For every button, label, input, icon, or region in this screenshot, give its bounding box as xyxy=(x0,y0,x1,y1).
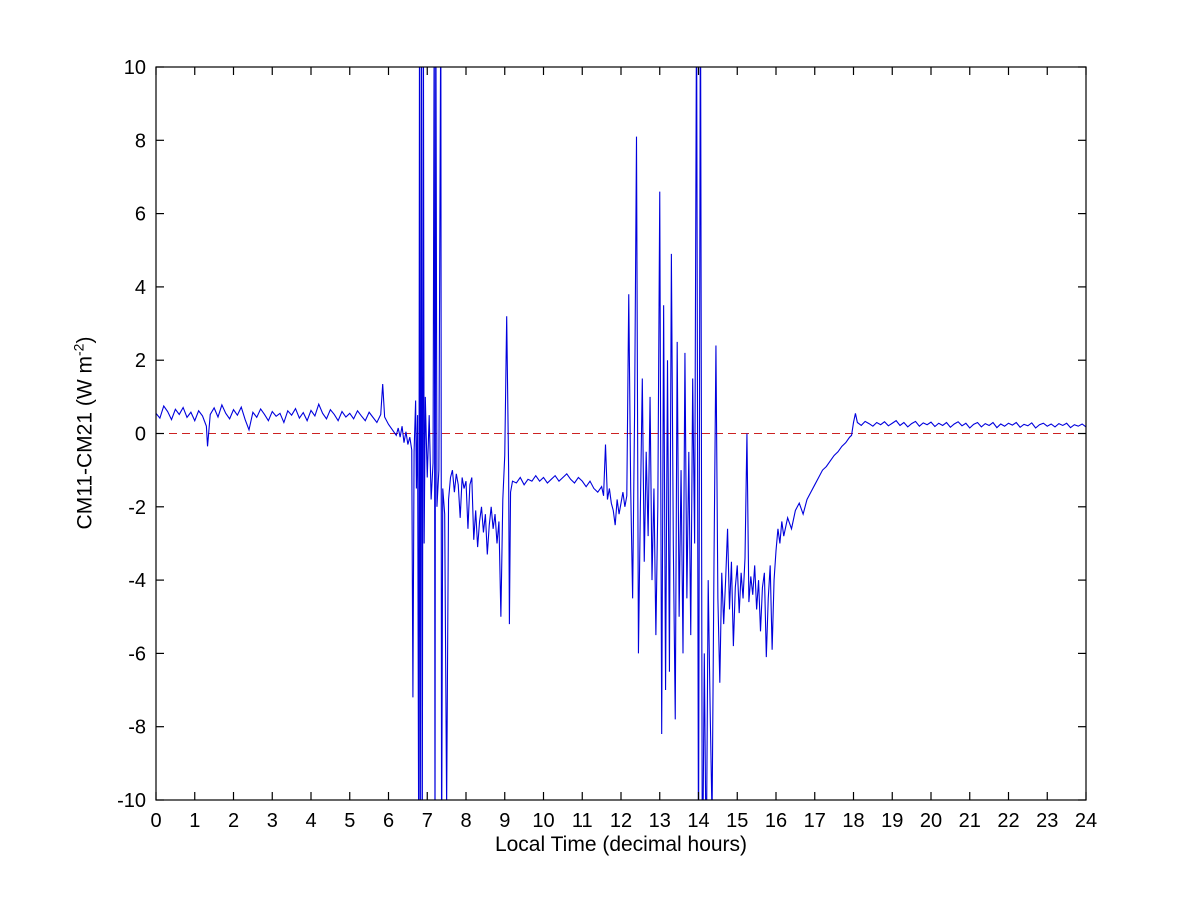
y-axis-label-superscript: -2 xyxy=(70,343,87,356)
x-tick-label: 8 xyxy=(460,810,471,832)
x-tick-label: 0 xyxy=(150,810,161,832)
x-tick-label: 21 xyxy=(959,810,981,832)
y-tick-label: 4 xyxy=(135,277,146,299)
x-tick-label: 23 xyxy=(1036,810,1058,832)
x-tick-label: 13 xyxy=(649,810,671,832)
plot-area xyxy=(156,67,1086,800)
y-tick-label: -8 xyxy=(128,717,146,739)
x-tick-label: 12 xyxy=(610,810,632,832)
y-tick-label: 10 xyxy=(124,57,146,79)
y-tick-label: 2 xyxy=(135,350,146,372)
x-tick-label: 5 xyxy=(344,810,355,832)
y-tick-label: -2 xyxy=(128,497,146,519)
x-tick-label: 7 xyxy=(422,810,433,832)
x-tick-label: 9 xyxy=(499,810,510,832)
x-tick-label: 16 xyxy=(765,810,787,832)
x-tick-label: 1 xyxy=(189,810,200,832)
y-axis-label: CM11-CM21 (W m-2) xyxy=(71,337,98,530)
y-tick-label: 6 xyxy=(135,204,146,226)
x-tick-label: 4 xyxy=(305,810,316,832)
y-tick-label: -4 xyxy=(128,570,146,592)
x-tick-label: 17 xyxy=(804,810,826,832)
y-axis-label-prefix: CM11-CM21 (W m xyxy=(73,356,97,530)
y-tick-label: -6 xyxy=(128,643,146,665)
y-axis-label-suffix: ) xyxy=(73,336,97,344)
x-tick-label: 11 xyxy=(572,810,593,832)
y-tick-label: -10 xyxy=(117,790,146,812)
x-tick-label: 24 xyxy=(1075,810,1097,832)
x-axis-label: Local Time (decimal hours) xyxy=(494,833,748,856)
x-tick-label: 18 xyxy=(842,810,864,832)
x-tick-label: 3 xyxy=(267,810,278,832)
x-tick-label: 20 xyxy=(920,810,942,832)
x-tick-label: 15 xyxy=(726,810,748,832)
y-tick-label: 0 xyxy=(135,424,146,446)
x-tick-label: 10 xyxy=(532,810,554,832)
series-line xyxy=(156,67,1086,800)
y-tick-label: 8 xyxy=(135,130,146,152)
x-tick-label: 22 xyxy=(997,810,1019,832)
x-tick-label: 14 xyxy=(687,810,709,832)
x-tick-label: 2 xyxy=(228,810,239,832)
x-tick-label: 6 xyxy=(383,810,394,832)
x-tick-label: 19 xyxy=(881,810,903,832)
